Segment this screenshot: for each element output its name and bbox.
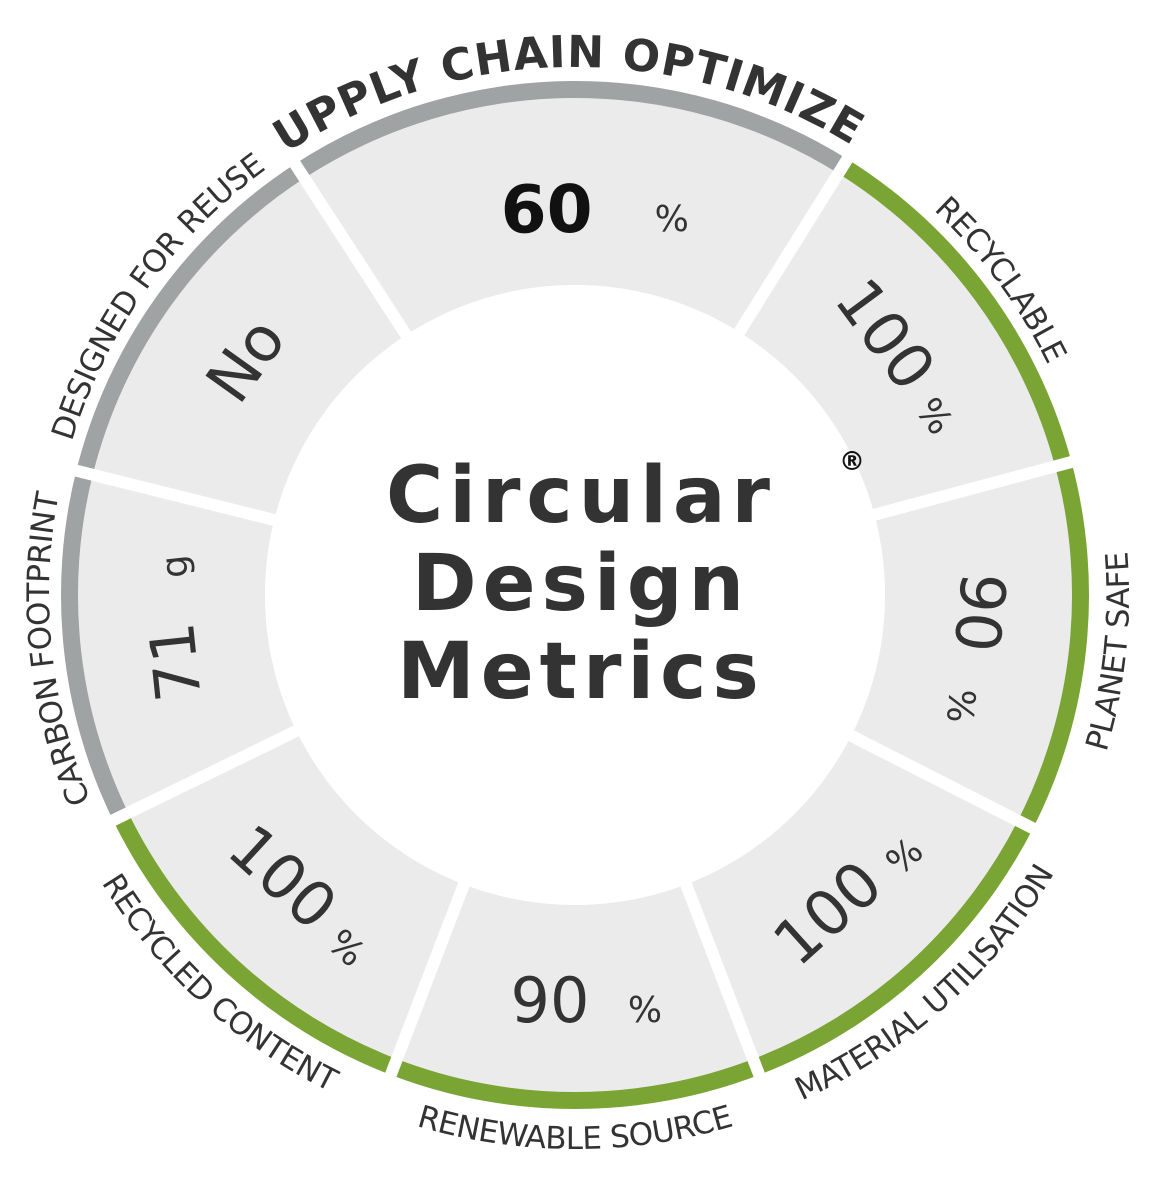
segment-value-group: 90% [511,964,663,1037]
segment-unit: g [154,553,197,580]
segment-gap [69,463,281,528]
segment-gap [105,723,304,828]
segment-gap [868,454,1078,522]
segment [304,97,839,336]
segment [851,466,1072,821]
segment-band [390,1058,760,1110]
segment [77,474,297,813]
center-title: Circular [386,451,776,541]
center-title: Design [412,539,750,629]
segment-value: 90 [939,569,1020,655]
segment [128,730,464,1059]
segment [92,178,407,521]
segment-value: 71 [135,619,216,705]
segment-band [838,159,1072,467]
segment-value-group: 60% [500,171,689,249]
segment [686,735,1018,1059]
segment-gap [844,728,1041,836]
segment-unit: % [938,687,982,725]
segment-band [295,80,848,179]
registered-mark: ® [839,447,865,477]
segment-unit: % [654,199,689,240]
segment-unit: % [628,990,662,1031]
segment-gap [678,877,767,1082]
segment-band [1017,461,1089,829]
segment-band [61,470,129,821]
segment-value: 60 [500,171,593,249]
segment-value-group: 90% [938,569,1020,725]
segment [396,884,754,1093]
segment-value-group: 71 g [135,553,216,705]
segment-value: 90 [511,964,590,1037]
segment-band [113,812,397,1075]
segment-band [753,820,1033,1075]
segment-gap [383,877,472,1082]
segment-band [76,163,305,475]
center-title: Metrics [397,627,765,717]
center-circle [265,285,885,905]
segment-gap [731,151,856,340]
segment [739,173,1056,515]
segment-gap [287,156,414,343]
